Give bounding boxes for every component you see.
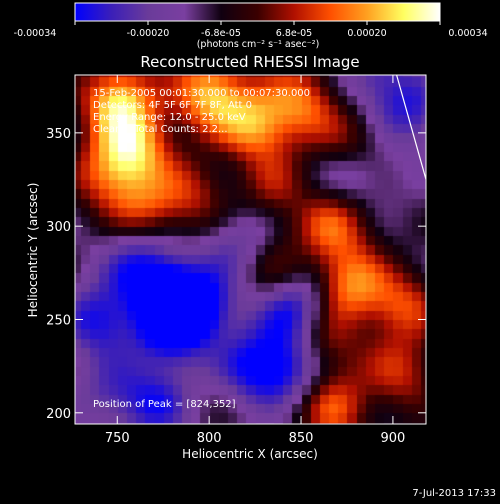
- x-tick-label: 900: [381, 431, 406, 446]
- colorbar-tick-label: -0.00020: [127, 28, 170, 39]
- colorbar-tick-label: 0.00034: [448, 28, 487, 39]
- colorbar-tick-label: -6.8e-05: [201, 28, 241, 39]
- x-tick-label: 850: [289, 431, 314, 446]
- colorbar-tick-label: 6.8e-05: [276, 28, 312, 39]
- plot-frame: [74, 74, 427, 425]
- x-tick-label: 750: [105, 431, 130, 446]
- peak-position-text: Position of Peak = [824,352]: [93, 399, 236, 410]
- colorbar-tick-label: 0.00020: [347, 28, 386, 39]
- solar-limb-line: [396, 75, 426, 180]
- plot-title: Reconstructed RHESSI Image: [140, 53, 359, 71]
- obs-energy-range: Energy Range: 12.0 - 25.0 keV: [93, 112, 246, 123]
- y-tick-label: 300: [46, 220, 71, 235]
- colorbar-tick-label: -0.00034: [14, 28, 57, 39]
- obs-time-range: 15-Feb-2005 00:01:30.000 to 00:07:30.000: [93, 88, 310, 99]
- colorbar-unit-label: (photons cm⁻² s⁻¹ asec⁻²): [197, 39, 320, 50]
- y-tick-label: 350: [46, 127, 71, 142]
- date-stamp: 7-Jul-2013 17:33: [412, 488, 496, 499]
- heatmap-image: [75, 75, 426, 424]
- y-axis-label: Heliocentric Y (arcsec): [26, 183, 40, 318]
- obs-clean-counts: Clean Total Counts: 2.2...: [93, 124, 228, 135]
- axis-ticks: 750 800 850 900 200 250 300 350: [46, 75, 426, 446]
- colorbar: [74, 2, 441, 22]
- obs-detectors: Detectors: 4F 5F 6F 7F 8F, Att 0: [93, 100, 252, 111]
- y-tick-label: 250: [46, 313, 71, 328]
- observation-info: 15-Feb-2005 00:01:30.000 to 00:07:30.000…: [93, 88, 310, 135]
- y-tick-label: 200: [46, 407, 71, 422]
- x-axis-label: Heliocentric X (arcsec): [182, 447, 318, 461]
- x-tick-label: 800: [197, 431, 222, 446]
- colorbar-ticks: -0.00034 -0.00020 -6.8e-05 6.8e-05 0.00020 0.…: [14, 21, 488, 39]
